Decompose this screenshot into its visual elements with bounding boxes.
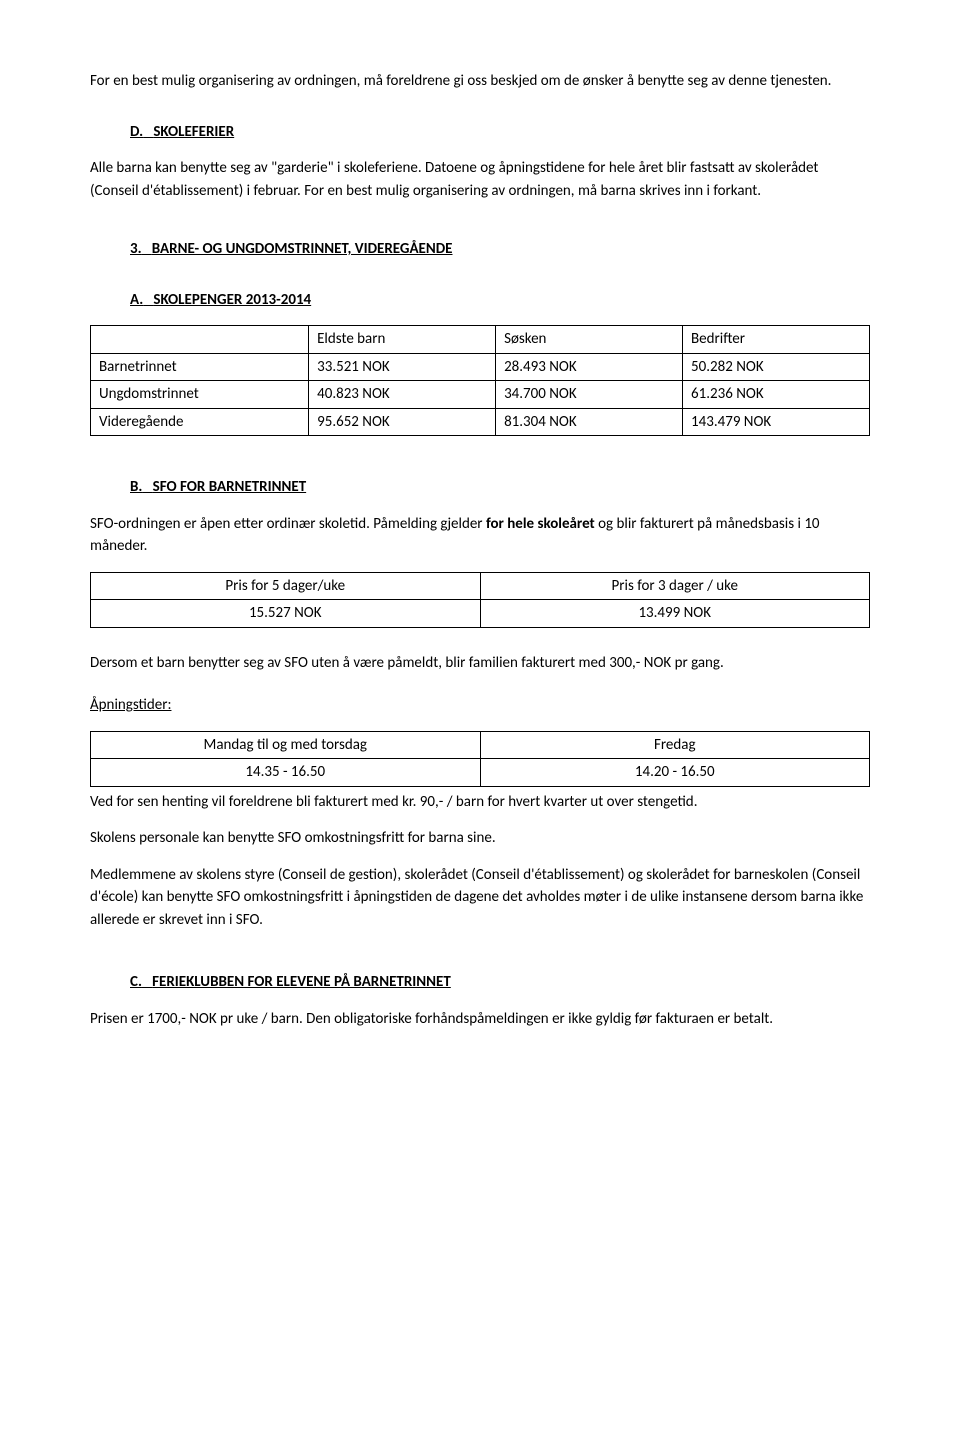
- table-cell: 28.493 NOK: [496, 353, 683, 381]
- table-cell: Barnetrinnet: [91, 353, 309, 381]
- section-b-p3: Ved for sen henting vil foreldrene bli f…: [90, 791, 870, 814]
- table-row: Pris for 5 dager/uke Pris for 3 dager / …: [91, 572, 870, 600]
- skolepenger-table: Eldste barn Søsken Bedrifter Barnetrinne…: [90, 325, 870, 436]
- section-b-p4: Skolens personale kan benytte SFO omkost…: [90, 827, 870, 850]
- section-b-heading: B. SFO FOR BARNETRINNET: [130, 476, 870, 499]
- table-cell: [91, 326, 309, 354]
- section-a-heading: A. SKOLEPENGER 2013-2014: [130, 289, 870, 312]
- text-span: SFO-ordningen er åpen etter ordinær skol…: [90, 515, 486, 533]
- table-cell: 50.282 NOK: [683, 353, 870, 381]
- table-cell: 61.236 NOK: [683, 381, 870, 409]
- section-d-label: D.: [130, 123, 143, 141]
- section-b-p5: Medlemmene av skolens styre (Conseil de …: [90, 864, 870, 932]
- table-cell: Søsken: [496, 326, 683, 354]
- section-c-heading: C. FERIEKLUBBEN FOR ELEVENE PÅ BARNETRIN…: [130, 971, 870, 994]
- table-row: 14.35 - 16.50 14.20 - 16.50: [91, 759, 870, 787]
- table-cell: 15.527 NOK: [91, 600, 481, 628]
- section-3-title: BARNE- OG UNGDOMSTRINNET, VIDEREGÅENDE: [152, 240, 453, 258]
- section-3-label: 3.: [130, 240, 142, 258]
- table-cell: Videregående: [91, 408, 309, 436]
- intro-paragraph: For en best mulig organisering av ordnin…: [90, 70, 870, 93]
- table-cell: 143.479 NOK: [683, 408, 870, 436]
- section-b-title: SFO FOR BARNETRINNET: [153, 478, 307, 496]
- section-d-paragraph: Alle barna kan benytte seg av "garderie"…: [90, 157, 870, 202]
- table-cell: Mandag til og med torsdag: [91, 731, 481, 759]
- table-row: Barnetrinnet 33.521 NOK 28.493 NOK 50.28…: [91, 353, 870, 381]
- section-c-title: FERIEKLUBBEN FOR ELEVENE PÅ BARNETRINNET: [152, 973, 451, 991]
- table-cell: Pris for 5 dager/uke: [91, 572, 481, 600]
- section-c-p1: Prisen er 1700,- NOK pr uke / barn. Den …: [90, 1008, 870, 1031]
- section-d-heading: D. SKOLEFERIER: [130, 121, 870, 144]
- table-cell: 34.700 NOK: [496, 381, 683, 409]
- table-row: Ungdomstrinnet 40.823 NOK 34.700 NOK 61.…: [91, 381, 870, 409]
- section-3-heading: 3. BARNE- OG UNGDOMSTRINNET, VIDEREGÅEND…: [130, 238, 870, 261]
- table-cell: 14.20 - 16.50: [480, 759, 870, 787]
- table-row: Mandag til og med torsdag Fredag: [91, 731, 870, 759]
- opening-hours-table: Mandag til og med torsdag Fredag 14.35 -…: [90, 731, 870, 787]
- section-a-label: A.: [130, 291, 143, 309]
- table-row: 15.527 NOK 13.499 NOK: [91, 600, 870, 628]
- section-c-label: C.: [130, 973, 142, 991]
- text-bold: for hele skoleåret: [486, 515, 595, 533]
- sfo-price-table: Pris for 5 dager/uke Pris for 3 dager / …: [90, 572, 870, 628]
- section-d-title: SKOLEFERIER: [153, 123, 234, 141]
- section-b-p2: Dersom et barn benytter seg av SFO uten …: [90, 652, 870, 675]
- table-cell: 40.823 NOK: [309, 381, 496, 409]
- table-cell: 81.304 NOK: [496, 408, 683, 436]
- section-a-title: SKOLEPENGER 2013-2014: [153, 291, 311, 309]
- opening-hours-label: Åpningstider:: [90, 694, 870, 717]
- table-cell: 14.35 - 16.50: [91, 759, 481, 787]
- table-row: Eldste barn Søsken Bedrifter: [91, 326, 870, 354]
- table-row: Videregående 95.652 NOK 81.304 NOK 143.4…: [91, 408, 870, 436]
- table-cell: 33.521 NOK: [309, 353, 496, 381]
- table-cell: Bedrifter: [683, 326, 870, 354]
- section-b-p1: SFO-ordningen er åpen etter ordinær skol…: [90, 513, 870, 558]
- table-cell: 13.499 NOK: [480, 600, 870, 628]
- table-cell: Ungdomstrinnet: [91, 381, 309, 409]
- table-cell: Eldste barn: [309, 326, 496, 354]
- table-cell: Fredag: [480, 731, 870, 759]
- table-cell: 95.652 NOK: [309, 408, 496, 436]
- underline-text: Åpningstider:: [90, 696, 171, 714]
- table-cell: Pris for 3 dager / uke: [480, 572, 870, 600]
- section-b-label: B.: [130, 478, 142, 496]
